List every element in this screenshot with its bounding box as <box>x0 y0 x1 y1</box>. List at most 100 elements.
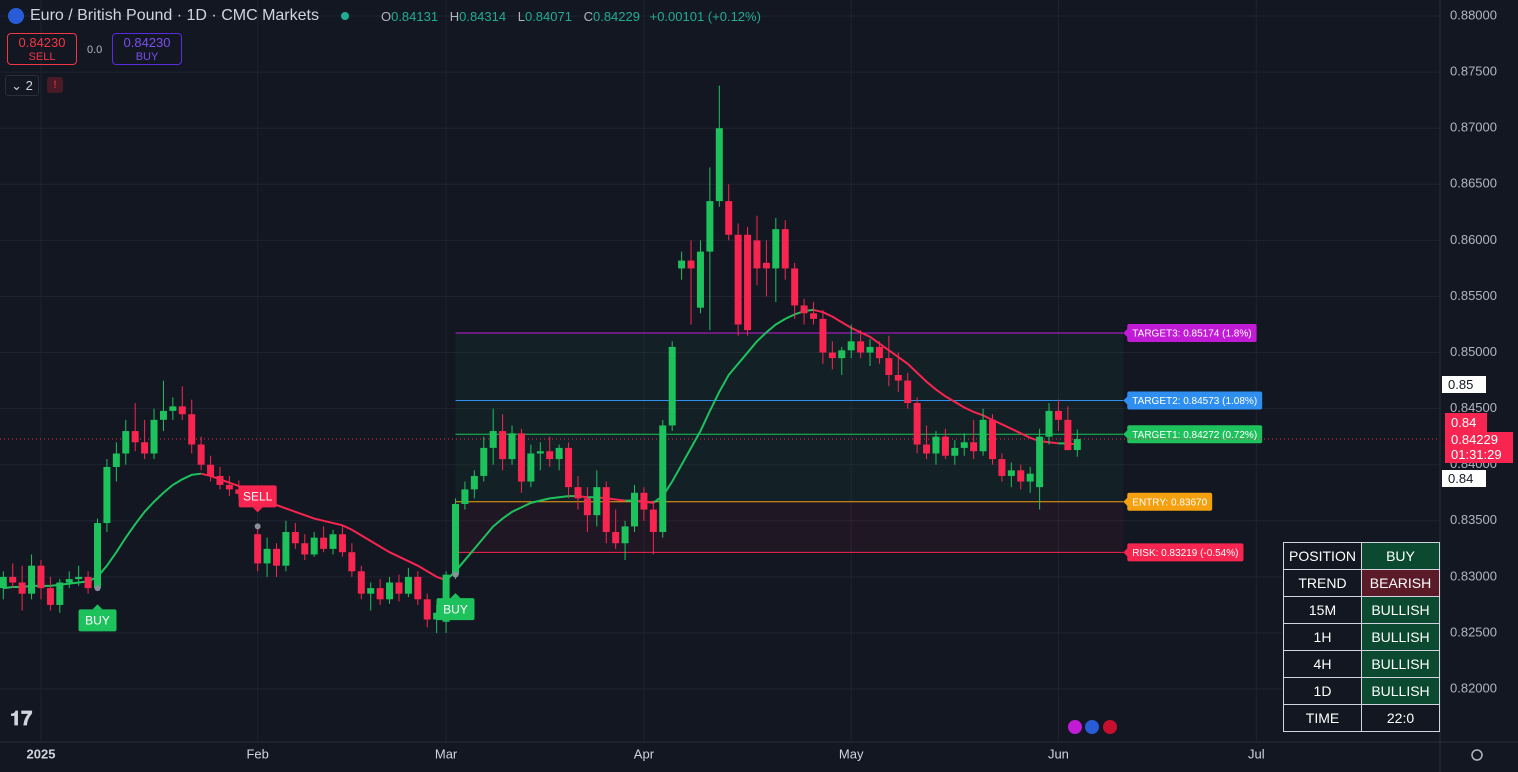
candle-body <box>715 128 723 202</box>
candle-body <box>0 576 7 589</box>
change: +0.00101 (+0.12%) <box>649 8 761 24</box>
level-label-text: TARGET1: 0.84272 (0.72%) <box>1132 430 1257 441</box>
candle-body <box>150 419 158 454</box>
legend-header: Euro / British Pound · 1D · CMC Markets … <box>8 7 761 25</box>
level-label: TARGET2: 0.84573 (1.08%) <box>1123 391 1263 410</box>
open-value: 0.84131 <box>391 8 439 24</box>
candle-body <box>452 503 460 575</box>
moving-average <box>445 495 578 581</box>
candle-body <box>810 313 818 319</box>
candle-body <box>94 523 102 589</box>
candle-body <box>65 579 73 583</box>
candle-body <box>932 436 940 454</box>
candle-body <box>329 534 337 549</box>
countdown: 01:31:29 <box>1451 447 1502 462</box>
level-label-text: TARGET2: 0.84573 (1.08%) <box>1132 396 1257 407</box>
table-cell: BULLISH <box>1361 677 1440 705</box>
candle-body <box>1073 439 1081 451</box>
ohlc-letter: H <box>449 8 460 24</box>
buy-button[interactable]: 0.84230 BUY <box>112 33 182 65</box>
candle-body <box>1036 436 1044 488</box>
candle-body <box>338 534 346 553</box>
candle-body <box>866 346 874 353</box>
table-cell: 22:0 <box>1361 704 1440 732</box>
candle-body <box>461 489 469 504</box>
candle-body <box>141 442 149 454</box>
settings-icon <box>1471 749 1483 761</box>
candle-body <box>970 442 978 452</box>
candle-body <box>781 229 789 269</box>
symbol-icon <box>8 8 24 24</box>
last-price-short: 0.84 <box>1445 413 1487 432</box>
level-label-arrow <box>1123 395 1129 406</box>
indicator-toggle[interactable]: ⌄ 2 <box>5 75 39 96</box>
candle-body <box>273 548 281 566</box>
candle-body <box>875 346 883 359</box>
candle-body <box>894 374 902 381</box>
candle-body <box>687 260 695 269</box>
x-tick-label: May <box>839 746 864 761</box>
level-label-arrow <box>1123 328 1129 339</box>
candle-body <box>414 576 422 600</box>
sell-button[interactable]: 0.84230 SELL <box>7 33 77 65</box>
x-tick-label: Mar <box>435 746 458 761</box>
candle-body <box>800 305 808 314</box>
alert-icon[interactable]: ! <box>47 77 63 93</box>
indicator-count: 2 <box>25 78 33 93</box>
candle-body <box>696 251 704 308</box>
candle-body <box>1026 473 1034 482</box>
signal-dot <box>452 571 459 578</box>
x-tick-label: 2025 <box>27 746 56 761</box>
tv-logo[interactable]: 𝟏𝟕 <box>10 708 33 730</box>
signal-label: BUY <box>85 614 110 628</box>
y-tick-label: 0.87000 <box>1450 120 1497 135</box>
candle-body <box>310 537 318 555</box>
candle-body <box>762 262 770 269</box>
moving-average <box>596 496 626 502</box>
level-label-text: ENTRY: 0.83670 <box>1132 497 1207 508</box>
signal-dot <box>94 585 101 592</box>
candle-body <box>602 487 610 533</box>
price-badge: 0.85 <box>1442 376 1486 393</box>
candle-body <box>678 260 686 269</box>
symbol-title[interactable]: Euro / British Pound · 1D · CMC Markets <box>30 7 319 24</box>
candle-body <box>621 526 629 544</box>
candle-body <box>169 406 177 411</box>
table-cell: TREND <box>1283 569 1362 597</box>
price-badge: 0.84 <box>1442 470 1486 487</box>
last-price: 0.84229 <box>1451 432 1498 447</box>
candle-body <box>593 487 601 516</box>
candle-body <box>517 433 525 482</box>
low-value: 0.84071 <box>524 8 572 24</box>
candle-body <box>28 565 36 594</box>
y-tick-label: 0.85000 <box>1450 344 1497 359</box>
signal-label: BUY <box>443 602 468 616</box>
candle-body <box>885 358 893 375</box>
candle-body <box>56 582 64 605</box>
level-label-bg <box>1127 324 1257 343</box>
candle-body <box>386 582 394 600</box>
y-tick-label: 0.82000 <box>1450 680 1497 695</box>
candle-body <box>197 444 205 465</box>
candle-body <box>320 537 328 549</box>
candle-body <box>1054 410 1062 420</box>
candle-body <box>753 240 761 269</box>
table-row: 4H BULLISH <box>1283 650 1440 678</box>
candle-body <box>838 350 846 359</box>
table-cell: BULLISH <box>1361 623 1440 651</box>
y-tick-label: 0.87500 <box>1450 64 1497 79</box>
candle-body <box>395 582 403 594</box>
signal-label-bg <box>238 485 277 508</box>
level-label: TARGET3: 0.85174 (1.8%) <box>1123 324 1257 343</box>
close-value: 0.84229 <box>592 8 640 24</box>
candle-body <box>37 565 45 589</box>
level-label-bg <box>1127 492 1213 511</box>
sell-price: 0.84230 <box>18 35 66 50</box>
table-cell: POSITION <box>1283 542 1362 570</box>
table-cell: BULLISH <box>1361 650 1440 678</box>
table-row: 1D BULLISH <box>1283 677 1440 705</box>
candle-body <box>583 498 591 516</box>
candle-body <box>9 576 17 583</box>
market-status <box>340 12 349 20</box>
